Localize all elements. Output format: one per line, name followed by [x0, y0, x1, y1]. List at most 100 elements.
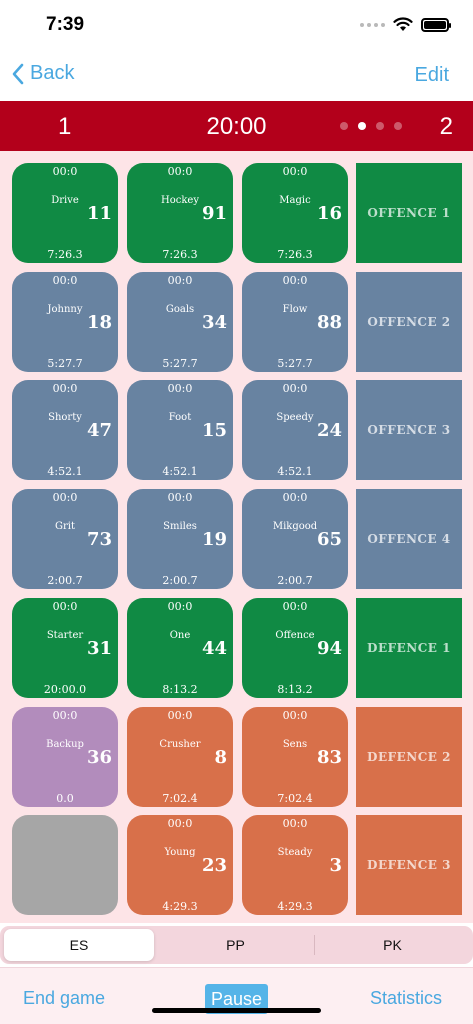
player-number: 19	[201, 529, 227, 551]
player-tile[interactable]: 00:0 Hockey 91 7:26.3	[127, 163, 233, 263]
segment-es[interactable]: ES	[4, 929, 154, 961]
player-shift-time: 00:0	[282, 599, 308, 613]
player-tile[interactable]: 00:0 Smiles 19 2:00.7	[127, 489, 233, 590]
player-toi: 7:26.3	[277, 248, 313, 261]
line-label-offence-2[interactable]: OFFENCE 2	[356, 271, 462, 372]
player-tile[interactable]: 00:0 One 44 8:13.2	[127, 597, 233, 698]
player-name: Flow	[282, 303, 308, 315]
player-name: Foot	[168, 412, 192, 424]
player-shift-time: 00:0	[282, 817, 308, 831]
player-tile[interactable]: 00:0 Magic 16 7:26.3	[242, 163, 348, 263]
player-tile[interactable]: 00:0 Goals 34 5:27.7	[127, 271, 233, 372]
player-toi: 4:52.1	[277, 465, 313, 479]
player-name: Starter	[46, 629, 84, 641]
page-dot[interactable]	[394, 122, 402, 130]
player-name: Steady	[277, 847, 313, 859]
away-score: 2	[439, 113, 453, 140]
player-name: Speedy	[276, 412, 314, 424]
player-number: 73	[86, 529, 112, 551]
game-clock[interactable]: 20:00	[206, 113, 267, 140]
page-indicator[interactable]	[340, 122, 402, 130]
player-toi: 8:13.2	[162, 682, 198, 696]
player-tile[interactable]: 00:0 Offence 94 8:13.2	[242, 597, 348, 698]
player-name: Shorty	[48, 412, 82, 424]
player-tile[interactable]: 00:0 Johnny 18 5:27.7	[12, 271, 118, 372]
status-bar: 7:39	[0, 0, 473, 50]
player-number: 23	[201, 855, 227, 877]
player-shift-time: 00:0	[52, 491, 78, 505]
player-toi: 2:00.7	[277, 574, 313, 588]
player-tile[interactable]: 00:0 Flow 88 5:27.7	[242, 271, 348, 372]
player-number: 83	[316, 746, 342, 768]
player-tile[interactable]: 00:0 Speedy 24 4:52.1	[242, 380, 348, 481]
line-label-offence-3[interactable]: OFFENCE 3	[356, 380, 462, 481]
player-tile[interactable]: 00:0 Young 23 4:29.3	[127, 815, 233, 916]
player-tile[interactable]: 00:0 Drive 11 7:26.3	[12, 163, 118, 263]
player-tile[interactable]: 00:0 Grit 73 2:00.7	[12, 489, 118, 590]
player-shift-time: 00:0	[167, 382, 193, 396]
player-toi: 7:02.4	[277, 791, 313, 805]
statistics-button[interactable]: Statistics	[370, 988, 443, 1008]
page-dot[interactable]	[376, 122, 384, 130]
page-dot[interactable]	[340, 122, 348, 130]
player-number: 34	[201, 311, 227, 333]
player-tile[interactable]: 00:0 Backup 36 0.0	[12, 706, 118, 807]
line-label-offence-1[interactable]: OFFENCE 1	[356, 163, 462, 263]
scoreboard: 1 20:00 2	[0, 101, 473, 151]
edit-button[interactable]: Edit	[414, 64, 449, 86]
player-number: 94	[316, 637, 342, 659]
player-toi: 7:02.4	[162, 791, 198, 805]
player-shift-time: 00:0	[282, 382, 308, 396]
player-name: Offence	[275, 629, 315, 641]
line-label-defence-1[interactable]: DEFENCE 1	[356, 597, 462, 698]
player-toi: 4:52.1	[47, 465, 83, 479]
player-number: 31	[86, 637, 112, 659]
player-toi: 2:00.7	[162, 574, 198, 588]
empty-player-slot[interactable]	[12, 815, 118, 916]
player-toi: 7:26.3	[162, 248, 198, 261]
player-number: 44	[201, 637, 227, 659]
lines-grid: 00:0 Drive 11 7:26.3 00:0 Hockey 91 7:26.3 00:0 M…	[0, 151, 473, 923]
cellular-signal-icon	[360, 22, 385, 27]
player-shift-time: 00:0	[167, 273, 193, 287]
end-game-button[interactable]: End game	[23, 988, 106, 1008]
chevron-left-icon	[12, 63, 24, 84]
player-number: 3	[329, 855, 342, 877]
player-tile[interactable]: 00:0 Sens 83 7:02.4	[242, 706, 348, 807]
player-number: 24	[316, 420, 342, 442]
player-name: Backup	[46, 738, 84, 750]
player-tile[interactable]: 00:0 Foot 15 4:52.1	[127, 380, 233, 481]
player-name: Hockey	[161, 195, 199, 206]
segment-pk[interactable]: PK	[383, 937, 402, 953]
player-toi: 5:27.7	[277, 356, 313, 370]
page-dot[interactable]	[358, 122, 366, 130]
player-shift-time: 00:0	[52, 165, 78, 178]
player-tile[interactable]: 00:0 Shorty 47 4:52.1	[12, 380, 118, 481]
player-number: 36	[86, 746, 112, 768]
player-shift-time: 00:0	[52, 599, 78, 613]
player-number: 16	[316, 203, 342, 224]
player-tile[interactable]: 00:0 Starter 31 20:00.0	[12, 597, 118, 698]
player-name: Young	[164, 847, 196, 859]
player-shift-time: 00:0	[282, 273, 308, 287]
player-shift-time: 00:0	[52, 273, 78, 287]
status-time: 7:39	[46, 14, 85, 35]
player-tile[interactable]: 00:0 Mikgood 65 2:00.7	[242, 489, 348, 590]
player-name: Grit	[55, 521, 75, 533]
line-label-defence-3[interactable]: DEFENCE 3	[356, 815, 462, 916]
player-tile[interactable]: 00:0 Crusher 8 7:02.4	[127, 706, 233, 807]
player-number: 8	[214, 746, 227, 768]
wifi-icon	[393, 17, 413, 31]
player-toi: 4:52.1	[162, 465, 198, 479]
player-tile[interactable]: 00:0 Steady 3 4:29.3	[242, 815, 348, 916]
player-toi: 2:00.7	[47, 574, 83, 588]
line-label-offence-4[interactable]: OFFENCE 4	[356, 489, 462, 590]
player-name: Smiles	[163, 521, 197, 533]
player-toi: 20:00.0	[43, 682, 87, 696]
back-button[interactable]: Back	[12, 62, 74, 85]
player-shift-time: 00:0	[167, 165, 193, 178]
line-label-defence-2[interactable]: DEFENCE 2	[356, 706, 462, 807]
player-number: 88	[316, 311, 342, 333]
segment-pp[interactable]: PP	[226, 937, 245, 953]
player-name: Sens	[282, 738, 308, 750]
